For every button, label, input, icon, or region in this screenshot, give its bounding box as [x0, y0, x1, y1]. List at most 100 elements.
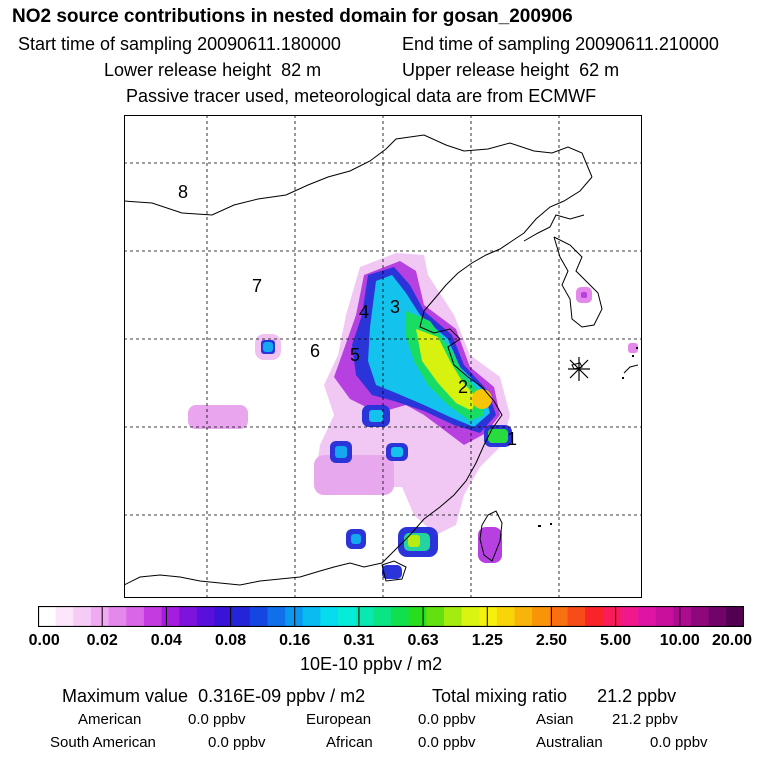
region-value-australian: 0.0 ppbv [650, 734, 708, 751]
island-dot [622, 377, 624, 379]
map-panel: 1 2 3 4 5 6 7 8 [124, 115, 642, 598]
blob-shanghai-inner [488, 429, 508, 443]
legend-tick-label: 0.08 [214, 632, 247, 649]
legend-cells [38, 606, 744, 627]
start-time: Start time of sampling 20090611.180000 [18, 34, 341, 55]
coastline-mainland [124, 134, 593, 216]
legend-cell [373, 606, 392, 627]
plume-hotspot [472, 389, 492, 409]
legend-tick-label: 0.00 [28, 632, 60, 649]
legend-cell [496, 606, 516, 627]
receptor-star-icon [568, 357, 590, 381]
legend-tick-label: 0.04 [150, 632, 182, 649]
legend-cell [355, 606, 374, 627]
legend-tick-label: 10.00 [659, 632, 700, 649]
legend-tick-label: 0.02 [86, 632, 118, 649]
legend-cell [532, 606, 551, 627]
legend-cell [108, 606, 127, 627]
legend-cell [338, 606, 357, 627]
legend-tick-label: 0.63 [407, 632, 439, 649]
maximum-value: Maximum value 0.316E-09 ppbv / m2 [62, 686, 365, 707]
coastline-hainan [381, 560, 407, 582]
blob-south-inner [391, 447, 403, 457]
region-name-asian: Asian [536, 711, 574, 728]
region-label-5: 5 [350, 345, 360, 365]
legend-cell [585, 606, 604, 627]
region-value-asian: 21.2 ppbv [612, 711, 678, 728]
region-name-south-american: South American [50, 734, 156, 751]
receptor-star-stroke [569, 359, 589, 379]
legend-cell [143, 606, 163, 627]
end-time: End time of sampling 20090611.210000 [402, 34, 719, 55]
legend-cell [479, 606, 498, 627]
legend-cell [514, 606, 533, 627]
map-title: NO2 source contributions in nested domai… [12, 6, 573, 27]
legend-cell [267, 606, 286, 627]
region-label-6: 6 [310, 341, 320, 361]
legend-cell [708, 606, 727, 627]
region-label-4: 4 [359, 302, 369, 322]
legend-tick-label: 20.00 [711, 632, 753, 649]
blob-hainan [382, 565, 402, 579]
region-name-american: American [78, 711, 142, 728]
legend-cell [90, 606, 110, 627]
color-legend-bar [38, 606, 744, 627]
island-dot [632, 355, 634, 357]
legend-cell [214, 606, 233, 627]
legend-cell [620, 606, 639, 627]
island-dots [538, 347, 638, 527]
region-numbers: 1 2 3 4 5 6 7 8 [178, 182, 517, 449]
island-dot [538, 525, 541, 527]
upper-height-value: 62 m [579, 60, 620, 80]
max-label: Maximum value [62, 686, 189, 706]
coastline-korea [553, 236, 603, 328]
legend-cell [179, 606, 198, 627]
total-value: 21.2 ppbv [597, 686, 677, 706]
legend-cell [196, 606, 215, 627]
region-name-african: African [326, 734, 373, 751]
island-dot [550, 523, 552, 525]
region-value-african: 0.0 ppbv [418, 734, 476, 751]
lower-height-value: 82 m [281, 60, 322, 80]
end-time-value: 20090611.210000 [575, 34, 719, 54]
blob-guangdong-core [408, 535, 420, 547]
region-value-south-american: 0.0 ppbv [208, 734, 266, 751]
legend-cell [161, 606, 180, 627]
blob-japan [628, 343, 638, 353]
upper-height-label: Upper release height [402, 60, 570, 80]
legend-cell [726, 606, 744, 627]
region-label-3: 3 [390, 297, 400, 317]
coastlines [124, 134, 639, 586]
plume-halo-south [314, 455, 394, 495]
region-label-8: 8 [178, 182, 188, 202]
legend-cell [673, 606, 692, 627]
legend-cell [691, 606, 710, 627]
legend-cell [426, 606, 445, 627]
blob-korea-inner [581, 292, 587, 298]
legend-tick-label: 0.16 [279, 632, 311, 649]
end-time-label: End time of sampling [402, 34, 571, 54]
total-label: Total mixing ratio [432, 686, 568, 706]
region-name-australian: Australian [536, 734, 603, 751]
legend-cell [655, 606, 674, 627]
coastline-east [124, 176, 593, 586]
tracer-note: Passive tracer used, meteorological data… [126, 86, 597, 106]
region-label-2: 2 [458, 377, 468, 397]
legend-cell [249, 606, 268, 627]
plume-halo-west [188, 405, 248, 429]
legend-dividers [101, 606, 681, 627]
legend-cell [55, 606, 74, 627]
blob-central-inner [369, 410, 383, 422]
legend-cell [391, 606, 410, 627]
lower-height-label: Lower release height [104, 60, 272, 80]
legend-cell [232, 606, 251, 627]
region-value-american: 0.0 ppbv [188, 711, 246, 728]
legend-cell [126, 606, 145, 627]
legend-cell [549, 606, 568, 627]
island-dot [636, 347, 638, 349]
legend-cell [285, 606, 304, 627]
legend-cell [461, 606, 480, 627]
legend-cell [602, 606, 621, 627]
coastline-jeju [571, 362, 583, 370]
region-name-european: European [306, 711, 372, 728]
